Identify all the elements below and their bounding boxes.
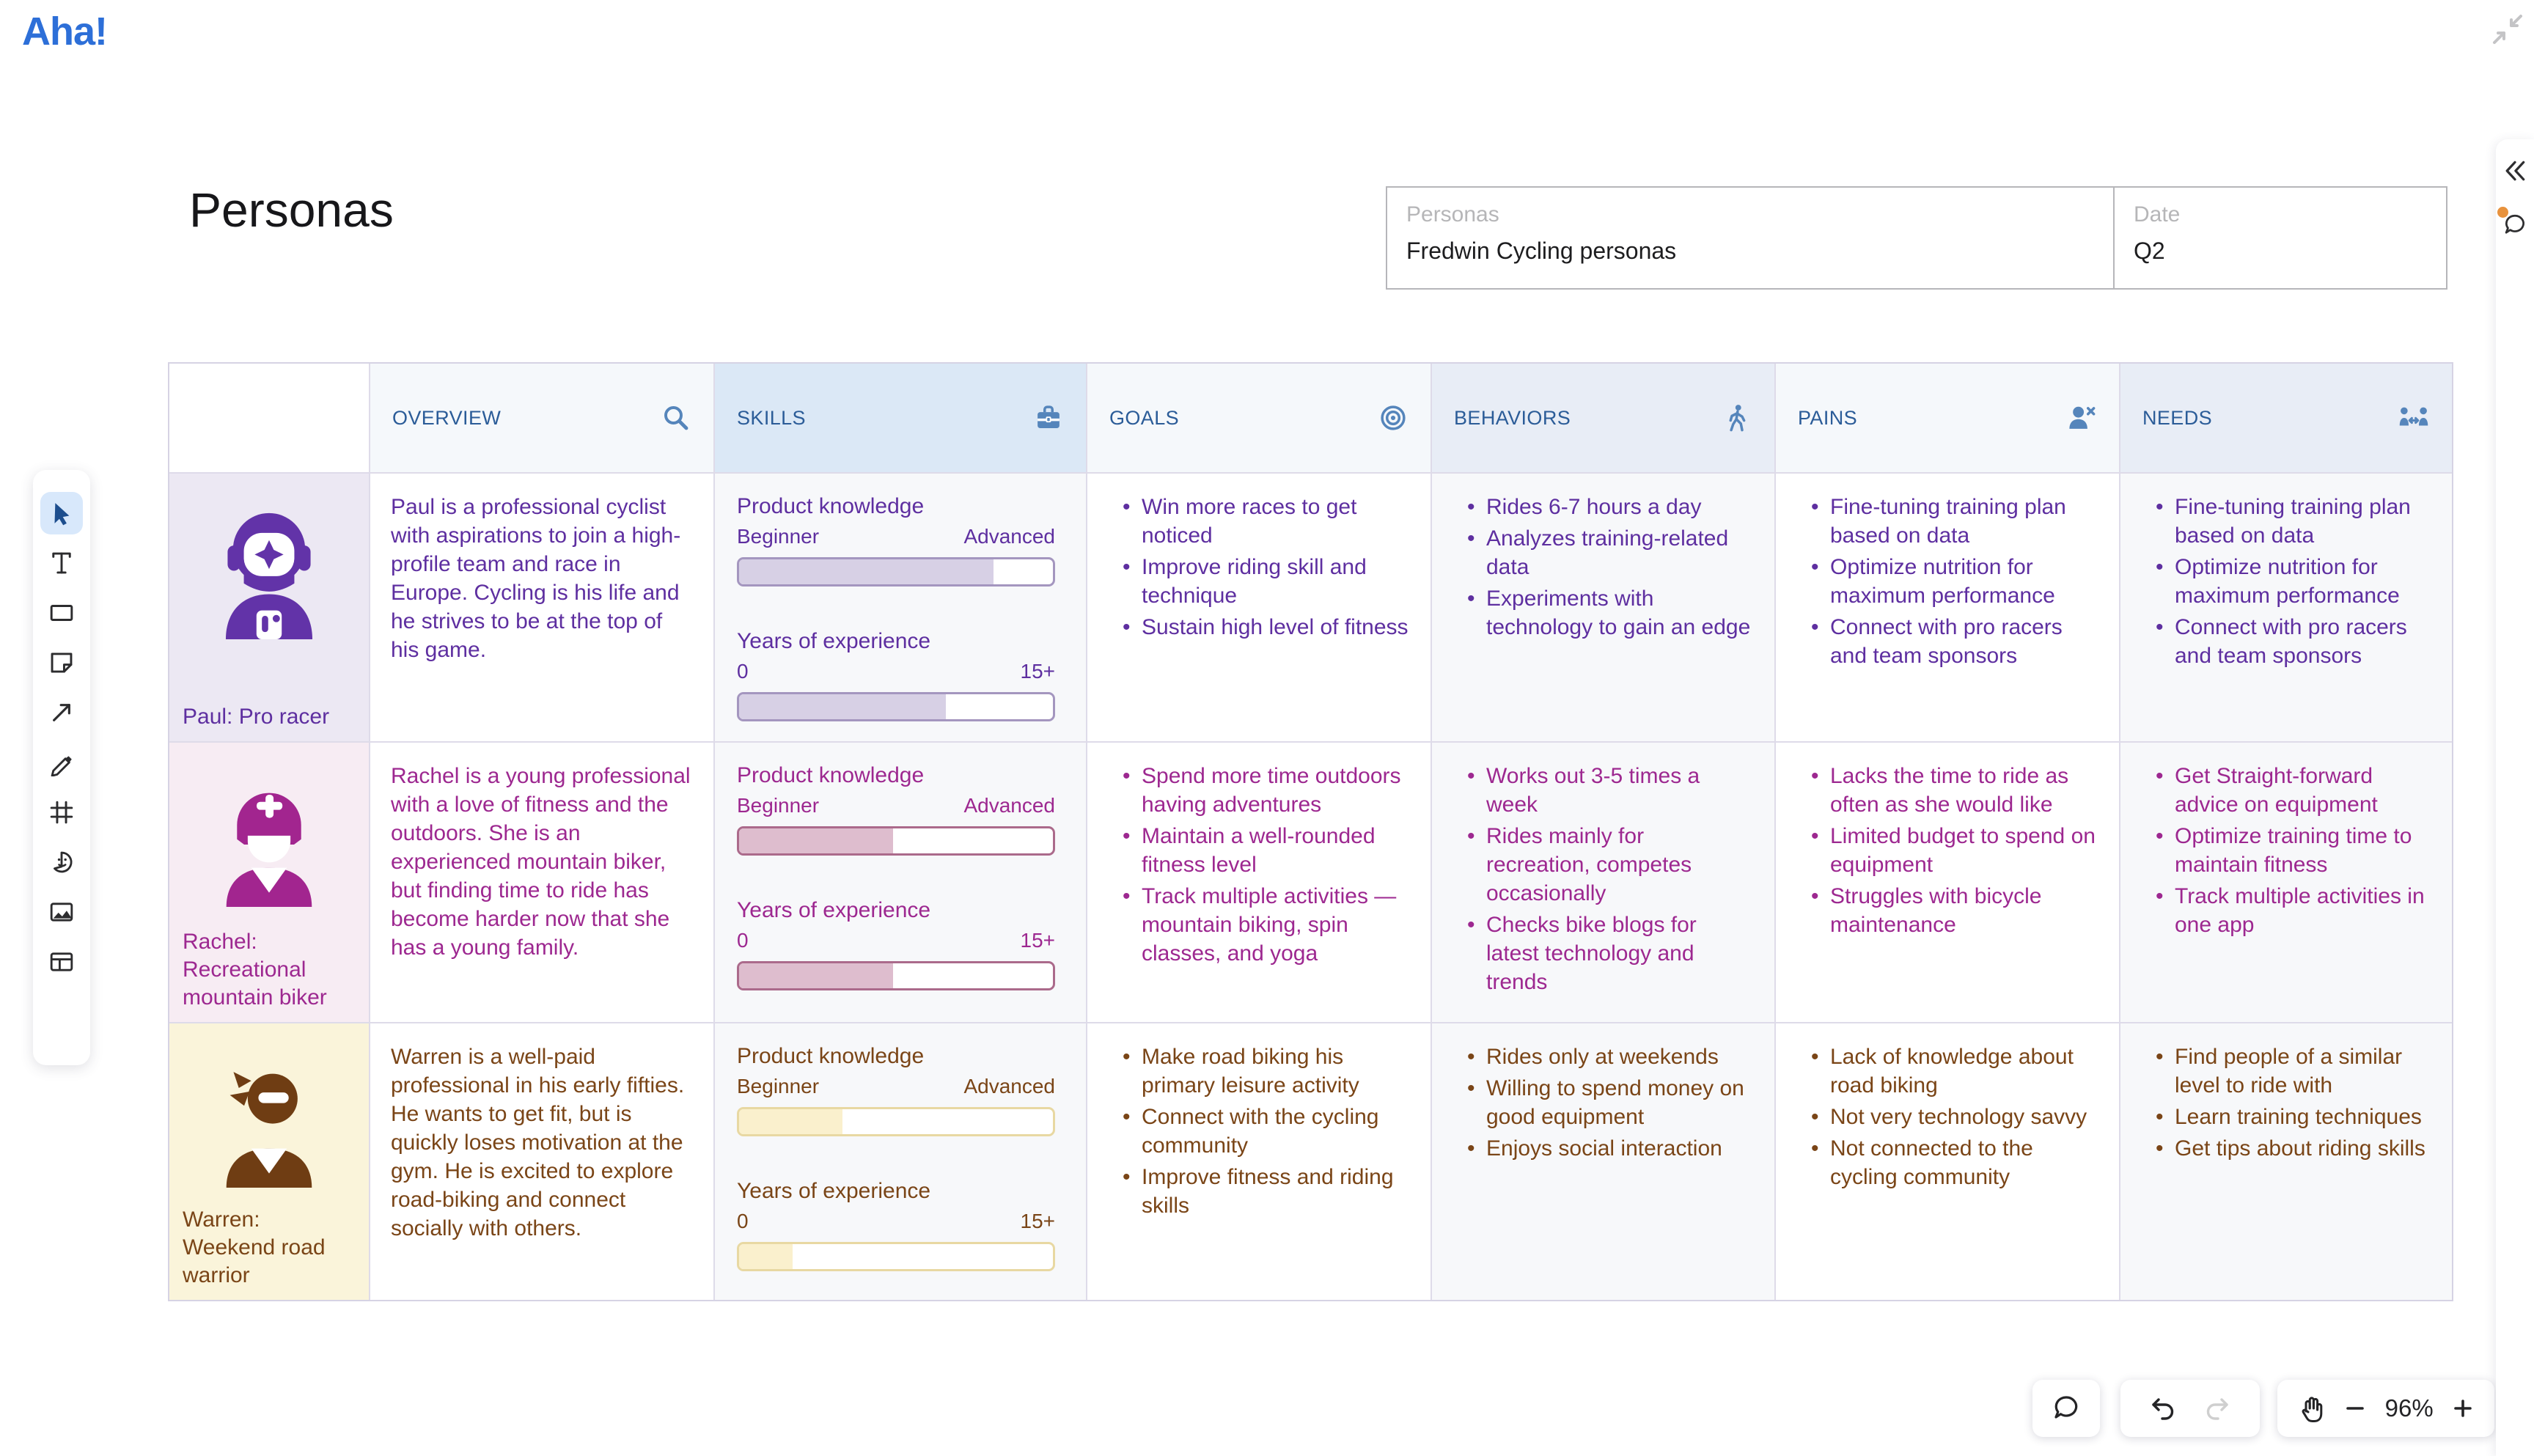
comment-icon (2505, 214, 2524, 234)
zoom-out-icon[interactable] (2343, 1396, 2368, 1421)
collapse-panel-button[interactable] (2496, 158, 2534, 183)
frame-tool[interactable] (40, 791, 83, 834)
paul-pains-cell[interactable]: Fine-tuning training plan based on data … (1776, 474, 2120, 743)
header-empty-cell (169, 364, 370, 474)
rachel-avatar (226, 793, 312, 907)
board-title[interactable]: Personas (189, 183, 394, 237)
sticker-tool[interactable] (40, 841, 83, 883)
paul-avatar (225, 512, 313, 639)
rachel-overview-cell[interactable]: Rachel is a young professional with a lo… (370, 743, 715, 1023)
image-tool[interactable] (40, 891, 83, 933)
zoom-in-icon[interactable] (2450, 1396, 2475, 1421)
zoom-card: 96% (2277, 1380, 2494, 1437)
product-knowledge-bar[interactable] (737, 826, 1055, 856)
paul-goals-cell[interactable]: Win more races to get noticed Improve ri… (1087, 474, 1432, 743)
frame-icon (50, 801, 73, 824)
text-tool[interactable] (40, 542, 83, 584)
paul-skills-cell[interactable]: Product knowledge Beginner Advanced Years… (715, 474, 1087, 743)
column-header-overview[interactable]: OVERVIEW (370, 364, 715, 474)
arrow-icon (53, 704, 70, 721)
zoom-level: 96% (2384, 1394, 2434, 1422)
sticker-smiley-icon (54, 851, 73, 873)
drawing-toolbar (33, 470, 90, 1065)
undo-icon[interactable] (2150, 1394, 2179, 1423)
persona-cell-rachel[interactable]: Rachel: Recreational mountain biker (169, 743, 370, 1023)
column-header-needs[interactable]: NEEDS (2120, 364, 2452, 474)
comment-card (2032, 1380, 2100, 1437)
redo-icon[interactable] (2201, 1394, 2230, 1423)
template-tool[interactable] (40, 941, 83, 983)
sticky-note-icon (51, 652, 73, 673)
column-header-pains[interactable]: PAINS (1776, 364, 2120, 474)
warren-avatar (226, 1072, 312, 1188)
persona-cell-paul[interactable]: Paul: Pro racer (169, 474, 370, 743)
date-field-label: Date (2134, 202, 2181, 227)
double-chevron-left-icon (2505, 161, 2525, 181)
column-header-goals[interactable]: GOALS (1087, 364, 1432, 474)
persona-name: Paul: Pro racer (183, 705, 330, 729)
warren-overview-cell[interactable]: Warren is a well-paid professional in hi… (370, 1023, 715, 1300)
warren-pains-cell[interactable]: Lack of knowledge about road biking Not … (1776, 1023, 2120, 1300)
comments-panel-button[interactable] (2496, 207, 2534, 238)
persona-name: Warren: Weekend road warrior (183, 1207, 326, 1287)
image-icon (50, 902, 73, 922)
personas-field-value[interactable]: Fredwin Cycling personas (1406, 238, 1677, 264)
paul-needs-cell[interactable]: Fine-tuning training plan based on data … (2120, 474, 2452, 743)
person-x-icon (2069, 406, 2096, 429)
warren-behaviors-cell[interactable]: Rides only at weekends Willing to spend … (1432, 1023, 1776, 1300)
history-card (2120, 1380, 2260, 1437)
sticky-note-tool[interactable] (40, 641, 83, 684)
pen-tool[interactable] (40, 741, 83, 784)
date-field-value[interactable]: Q2 (2134, 238, 2165, 264)
template-layout-icon (50, 952, 73, 971)
column-header-behaviors[interactable]: BEHAVIORS (1432, 364, 1776, 474)
rachel-skills-cell[interactable]: Product knowledge Beginner Advanced Years… (715, 743, 1087, 1023)
arrow-tool[interactable] (40, 691, 83, 734)
personas-field[interactable]: Personas Fredwin Cycling personas (1387, 188, 2115, 288)
rachel-behaviors-cell[interactable]: Works out 3-5 times a week Rides mainly … (1432, 743, 1776, 1023)
persona-name: Rachel: Recreational mountain biker (183, 930, 327, 1010)
shape-tool[interactable] (40, 592, 83, 634)
aha-logo: Aha! (22, 10, 108, 54)
column-header-skills[interactable]: SKILLS (715, 364, 1087, 474)
rachel-needs-cell[interactable]: Get Straight-forward advice on equipment… (2120, 743, 2452, 1023)
warren-goals-cell[interactable]: Make road biking his primary leisure act… (1087, 1023, 1432, 1300)
years-experience-bar[interactable] (737, 1242, 1055, 1271)
pencil-icon (51, 756, 72, 776)
product-knowledge-bar[interactable] (737, 1107, 1055, 1136)
personas-table: OVERVIEW SKILLS GOALS (168, 362, 2453, 1301)
hand-tool-icon[interactable] (2296, 1394, 2326, 1423)
date-field[interactable]: Date Q2 (2115, 188, 2446, 288)
years-experience-bar[interactable] (737, 961, 1055, 990)
briefcase-icon (1038, 405, 1059, 428)
rectangle-icon (50, 605, 73, 621)
persona-cell-warren[interactable]: Warren: Weekend road warrior (169, 1023, 370, 1300)
select-tool[interactable] (40, 492, 83, 534)
rachel-goals-cell[interactable]: Spend more time outdoors having adventur… (1087, 743, 1432, 1023)
fields-box: Personas Fredwin Cycling personas Date Q… (1386, 186, 2447, 290)
years-experience-bar[interactable] (737, 692, 1055, 721)
paul-behaviors-cell[interactable]: Rides 6-7 hours a day Analyzes training-… (1432, 474, 1776, 743)
cursor-icon (54, 503, 70, 526)
people-arrows-icon (2399, 407, 2428, 426)
right-panel-rail (2496, 139, 2534, 1456)
text-icon (52, 552, 71, 574)
walking-person-icon (1729, 405, 1746, 432)
personas-field-label: Personas (1406, 202, 1499, 227)
collapse-window-icon[interactable] (2491, 13, 2524, 45)
rachel-pains-cell[interactable]: Lacks the time to ride as often as she w… (1776, 743, 2120, 1023)
warren-needs-cell[interactable]: Find people of a similar level to ride w… (2120, 1023, 2452, 1300)
comment-icon[interactable] (2052, 1394, 2081, 1423)
product-knowledge-bar[interactable] (737, 557, 1055, 587)
target-icon (1381, 405, 1406, 430)
warren-skills-cell[interactable]: Product knowledge Beginner Advanced Years… (715, 1023, 1087, 1300)
magnifier-icon (664, 406, 688, 430)
notification-dot (2497, 207, 2508, 218)
paul-overview-cell[interactable]: Paul is a professional cyclist with aspi… (370, 474, 715, 743)
